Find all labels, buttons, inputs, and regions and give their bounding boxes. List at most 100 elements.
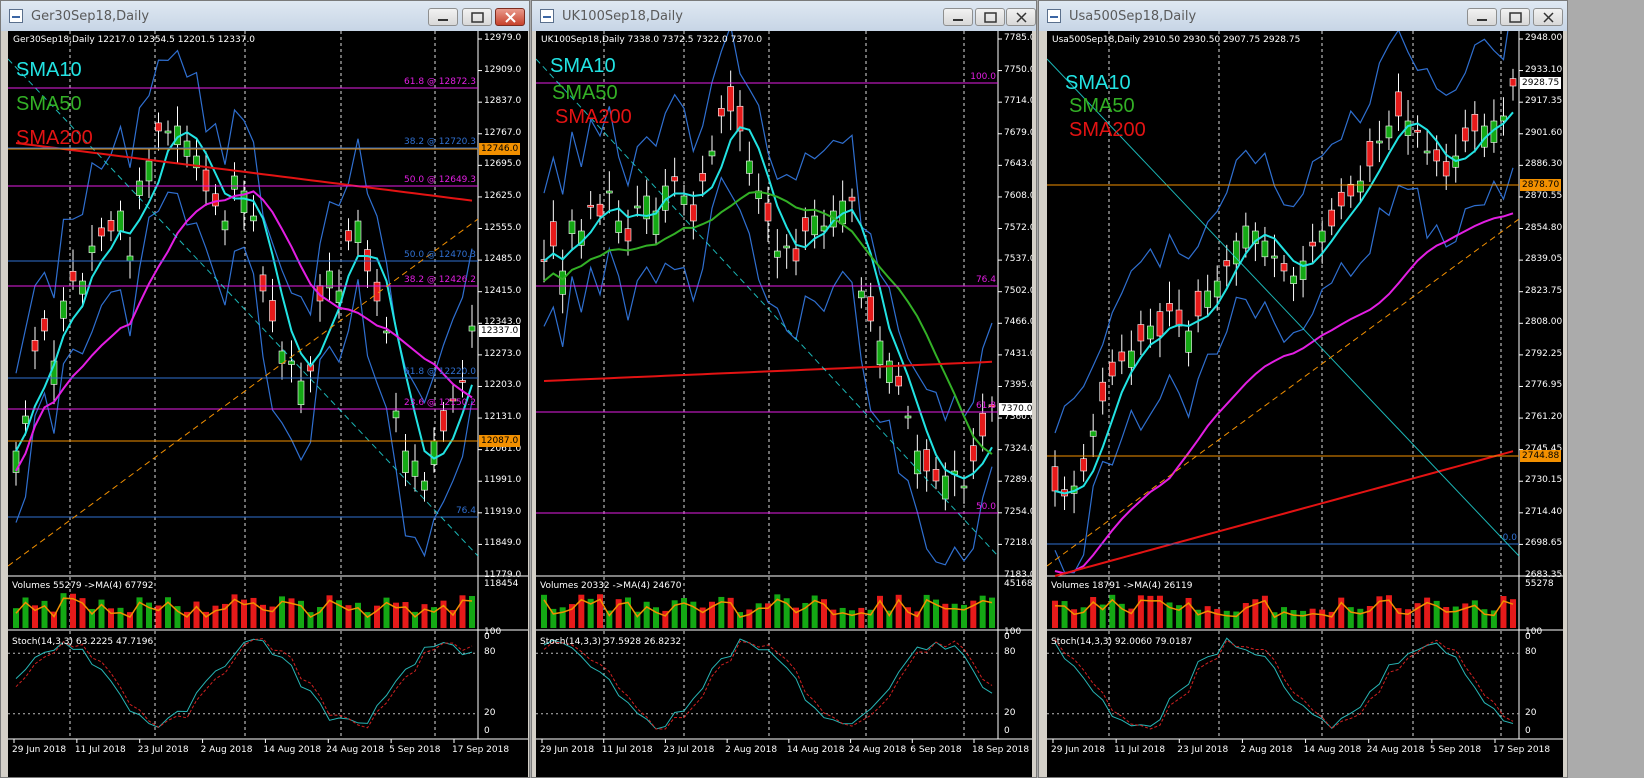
volume-bar [117,607,124,628]
price-tick-label: 2714.40 [1525,506,1563,517]
candle-body [1242,225,1250,249]
date-tick-label: 23 Jul 2018 [137,745,189,755]
volume-bar [1290,610,1297,628]
chart-area[interactable]: Ger30Sep18,Daily 12217.0 12354.5 12201.5… [8,31,528,777]
volume-bar [718,596,725,628]
candle-body [1337,191,1345,207]
volume-bar [1405,609,1412,628]
price-tick-label: 2948.00 [1525,33,1563,43]
price-tick-label: 2917.35 [1525,96,1563,107]
candle-body [1223,260,1231,267]
chart-area[interactable]: UK100Sep18,Daily 7338.0 7372.5 7322.0 73… [536,31,1032,777]
date-tick-label: 29 Jun 2018 [12,745,67,755]
title-bar[interactable]: UK100Sep18,Daily [532,1,1036,31]
minimize-button[interactable] [943,8,973,26]
price-tick-label: 7714.0 [1004,96,1032,107]
volume-bar [979,595,986,628]
stoch-tick-label: 20 [484,707,496,718]
volume-bar [374,605,380,628]
volume-bar [307,612,314,628]
chart-window-ger30[interactable]: Ger30Sep18,Daily Ger30Sep18,Daily 12217.… [0,0,530,778]
volume-tick-label: 45168 [1004,579,1032,589]
price-tick-label: 11779.0 [484,570,522,580]
candle-body [155,122,162,132]
candle-body [886,360,893,383]
fib-level-label: 76.4 [975,275,996,285]
volume-bar [1147,595,1154,628]
candle-body [1185,330,1192,353]
volume-bar [13,608,19,628]
stoch-tick-label: 0 [1525,726,1531,736]
chart-canvas[interactable] [8,31,528,777]
close-button[interactable] [495,8,525,26]
chart-canvas[interactable] [536,31,1032,777]
volume-bar [886,610,893,628]
candle-body [895,375,902,387]
price-tick-label: 2823.75 [1525,285,1563,296]
volume-bar [79,598,86,628]
upper-band [543,31,993,422]
volume-bar [1156,595,1163,628]
candle-body [680,195,688,205]
fib-level-label: 61.8 @ 12220.0 [404,367,476,377]
price-marker: 12087.0 [479,435,521,447]
volume-bar [22,597,29,628]
date-tick-label: 6 Sep 2018 [910,745,962,755]
volume-ma-line [1054,598,1514,619]
price-tick-label: 12555.0 [484,222,522,233]
chart-canvas[interactable] [1047,31,1563,777]
stoch-tick-label: 100 [1525,627,1543,637]
candle-body [867,296,874,322]
volume-bar [877,595,883,628]
fib-level-label: 50.0 [975,502,996,512]
price-tick-label: 12695.0 [484,159,522,170]
volume-bar [606,610,613,628]
sma200-line [15,142,473,202]
stoch-tick-label: 80 [1004,647,1016,658]
maximize-button[interactable] [462,8,492,26]
close-button[interactable] [1533,8,1563,26]
date-tick-label: 23 Jul 2018 [663,745,715,755]
chart-window-uk100[interactable]: UK100Sep18,Daily UK100Sep18,Daily 7338.0… [531,0,1037,778]
volume-bar [1118,603,1125,628]
maximize-button[interactable] [1500,8,1530,26]
date-tick-label: 2 Aug 2018 [725,745,778,755]
volume-bar [51,611,57,628]
date-tick-label: 2 Aug 2018 [1240,745,1293,755]
title-bar[interactable]: Ger30Sep18,Daily [1,1,529,31]
fib-level-label: 61.8 [975,401,996,411]
volume-bar [1376,596,1383,628]
chart-area[interactable]: Usa500Sep18,Daily 2910.50 2930.50 2907.7… [1047,31,1563,777]
price-tick-label: 7785.0 [1004,33,1032,43]
volume-bar [597,594,603,628]
volume-bar [970,600,977,628]
candle-body [699,173,706,182]
candle-body [736,105,744,132]
volume-bar [569,604,575,628]
date-tick-label: 14 Aug 2018 [786,745,845,755]
candle-body [145,160,153,182]
candle-body [345,230,352,242]
volume-tick-label: 0 [484,632,490,642]
candle-body [1089,430,1097,437]
minimize-button[interactable] [1467,8,1497,26]
candle-body [718,108,725,117]
price-tick-label: 2776.95 [1525,380,1563,391]
price-tick-label: 12131.0 [484,412,522,423]
candle-body [923,449,930,472]
volume-bar [867,609,874,628]
close-button[interactable] [1006,8,1036,26]
volumes-label: Volumes 20332 ->MA(4) 24670 [540,581,682,591]
chart-window-usa500[interactable]: Usa500Sep18,Daily Usa500Sep18,Daily 2910… [1038,0,1568,778]
candle-body [231,175,238,190]
candle-body [1385,125,1393,139]
maximize-button[interactable] [975,8,1005,26]
volume-bar [1223,610,1230,628]
candle-body [1357,180,1364,193]
volume-bar [1099,604,1106,628]
stoch-main-line [15,638,473,728]
minimize-button[interactable] [428,8,458,26]
candle-body [221,220,229,231]
title-bar[interactable]: Usa500Sep18,Daily [1039,1,1567,31]
volume-bar [1109,594,1116,628]
